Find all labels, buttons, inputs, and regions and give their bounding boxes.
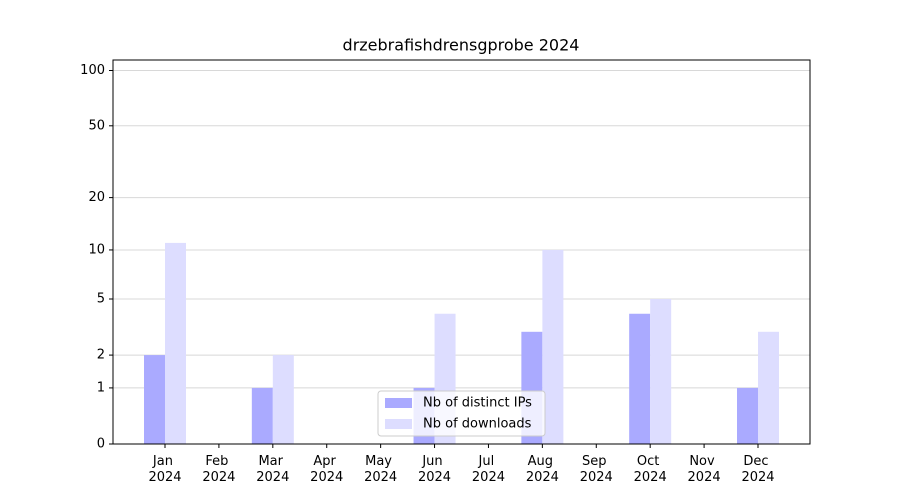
bar [144, 355, 165, 444]
plot-frame [112, 59, 811, 445]
legend: Nb of distinct IPs Nb of downloads [377, 390, 546, 437]
x-tick-label: Jan 2024 [148, 454, 181, 485]
y-tick-label: 2 [97, 348, 105, 363]
x-tick-label: Apr 2024 [310, 454, 343, 485]
y-tick-label: 0 [97, 437, 105, 452]
x-tick-label: Sep 2024 [580, 454, 613, 485]
x-tick-label: Feb 2024 [202, 454, 235, 485]
x-tick-label: Oct 2024 [634, 454, 667, 485]
y-tick-label: 1 [97, 380, 105, 395]
bar [758, 331, 779, 444]
bar [165, 242, 186, 444]
bar [650, 298, 672, 444]
x-tick-label: Jul 2024 [472, 454, 505, 485]
x-tick-label: Jun 2024 [418, 454, 451, 485]
bar [251, 387, 273, 444]
bar [542, 249, 564, 444]
legend-swatch [385, 419, 412, 429]
y-tick-label: 20 [88, 190, 105, 205]
legend-box [377, 390, 546, 437]
bar [272, 355, 294, 444]
x-tick-label: May 2024 [364, 454, 397, 485]
x-tick-label: Aug 2024 [526, 454, 559, 485]
legend-label: Nb of downloads [423, 417, 532, 432]
bar [737, 387, 758, 444]
x-tick-label: Dec 2024 [741, 454, 774, 485]
legend-label: Nb of distinct IPs [423, 396, 532, 411]
bar [629, 313, 651, 444]
x-tick-label: Nov 2024 [688, 454, 721, 485]
legend-swatch [385, 398, 412, 408]
x-tick-label: Mar 2024 [256, 454, 289, 485]
y-tick-label: 5 [97, 291, 105, 306]
y-tick-label: 50 [88, 118, 105, 133]
y-tick-label: 10 [88, 242, 105, 257]
chart-title: drzebrafishdrensgprobe 2024 [343, 36, 580, 55]
y-tick-label: 100 [80, 63, 105, 78]
